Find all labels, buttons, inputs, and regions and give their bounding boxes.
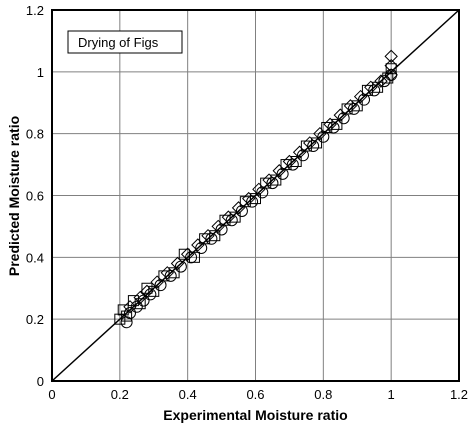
plot-frame: [51, 9, 460, 382]
square-marker: [331, 118, 343, 130]
y-tick-label: 1: [37, 65, 44, 80]
square-marker: [229, 211, 241, 223]
x-tick-label: 1: [388, 387, 395, 402]
diamond-marker: [191, 238, 205, 252]
diamond-marker: [140, 284, 154, 299]
x-tick-label: 0: [48, 387, 55, 402]
square-marker: [148, 285, 160, 297]
diamond-marker: [384, 58, 398, 73]
square-marker: [270, 174, 282, 186]
square-marker: [250, 193, 261, 205]
square-marker: [209, 230, 221, 242]
diamond-marker: [292, 145, 307, 159]
square-marker: [188, 251, 200, 263]
y-tick-labels: 0 0.2 0.4 0.6 0.8 1 1.2: [26, 3, 44, 389]
x-tick-label: 0.2: [111, 387, 129, 402]
y-tick-label: 1.2: [26, 3, 44, 18]
diamond-marker: [180, 247, 195, 261]
diamond-marker: [123, 300, 137, 314]
diamond-marker: [374, 74, 388, 88]
diamond-marker: [160, 266, 175, 280]
diamond-marker: [303, 136, 317, 150]
annotation-frame: [67, 30, 183, 54]
circle-marker: [130, 300, 143, 313]
x-axis-label: Experimental Moisture ratio: [163, 407, 347, 423]
y-tick-label: 0.2: [26, 312, 44, 327]
square-marker: [351, 100, 363, 112]
y-tick-label: 0.6: [26, 189, 44, 204]
diamond-marker: [133, 290, 147, 305]
diamond-marker: [282, 154, 297, 169]
square-marker: [114, 313, 126, 325]
diamond-marker: [343, 99, 358, 113]
diamond-marker: [313, 126, 327, 141]
y-tick-label: 0.4: [26, 250, 44, 265]
circle-marker: [378, 75, 391, 88]
diamond-marker: [384, 49, 398, 64]
diamond-marker: [170, 256, 185, 271]
circle-marker: [124, 306, 137, 319]
diamond-marker: [231, 201, 246, 215]
x-tick-label: 0.4: [179, 387, 197, 402]
square-marker: [141, 282, 153, 294]
diamond-marker: [221, 210, 236, 224]
square-marker: [385, 63, 397, 75]
diamond-marker: [201, 228, 215, 243]
x-tick-label: 0.8: [314, 387, 332, 402]
diamond-marker: [262, 173, 276, 187]
diamond-marker: [252, 182, 266, 197]
square-marker: [134, 298, 146, 310]
square-marker: [290, 155, 302, 167]
x-tick-labels: 0 0.2 0.4 0.6 0.8 1 1.2: [48, 387, 468, 402]
diamond-marker: [242, 191, 256, 206]
annotation-text: Drying of Figs: [78, 35, 159, 50]
annotation-box: Drying of Figs: [67, 30, 183, 54]
diamond-marker: [364, 80, 378, 94]
square-marker: [311, 137, 323, 149]
x-tick-label: 0.6: [246, 387, 264, 402]
square-marker: [121, 310, 133, 322]
diamond-marker: [211, 219, 225, 234]
y-tick-label: 0.8: [26, 127, 44, 142]
y-tick-label: 0: [37, 374, 44, 389]
square-marker: [117, 304, 129, 316]
data-markers: [114, 49, 398, 329]
square-marker: [372, 81, 384, 93]
diamond-marker: [323, 117, 337, 132]
diamond-marker: [384, 68, 398, 82]
y-axis-label: Predicted Moisture ratio: [6, 116, 22, 276]
x-tick-label: 1.2: [450, 387, 468, 402]
diamond-marker: [150, 275, 164, 289]
diamond-marker: [353, 89, 368, 104]
square-marker: [168, 267, 180, 279]
diamond-marker: [272, 164, 286, 178]
diamond-marker: [333, 108, 347, 122]
